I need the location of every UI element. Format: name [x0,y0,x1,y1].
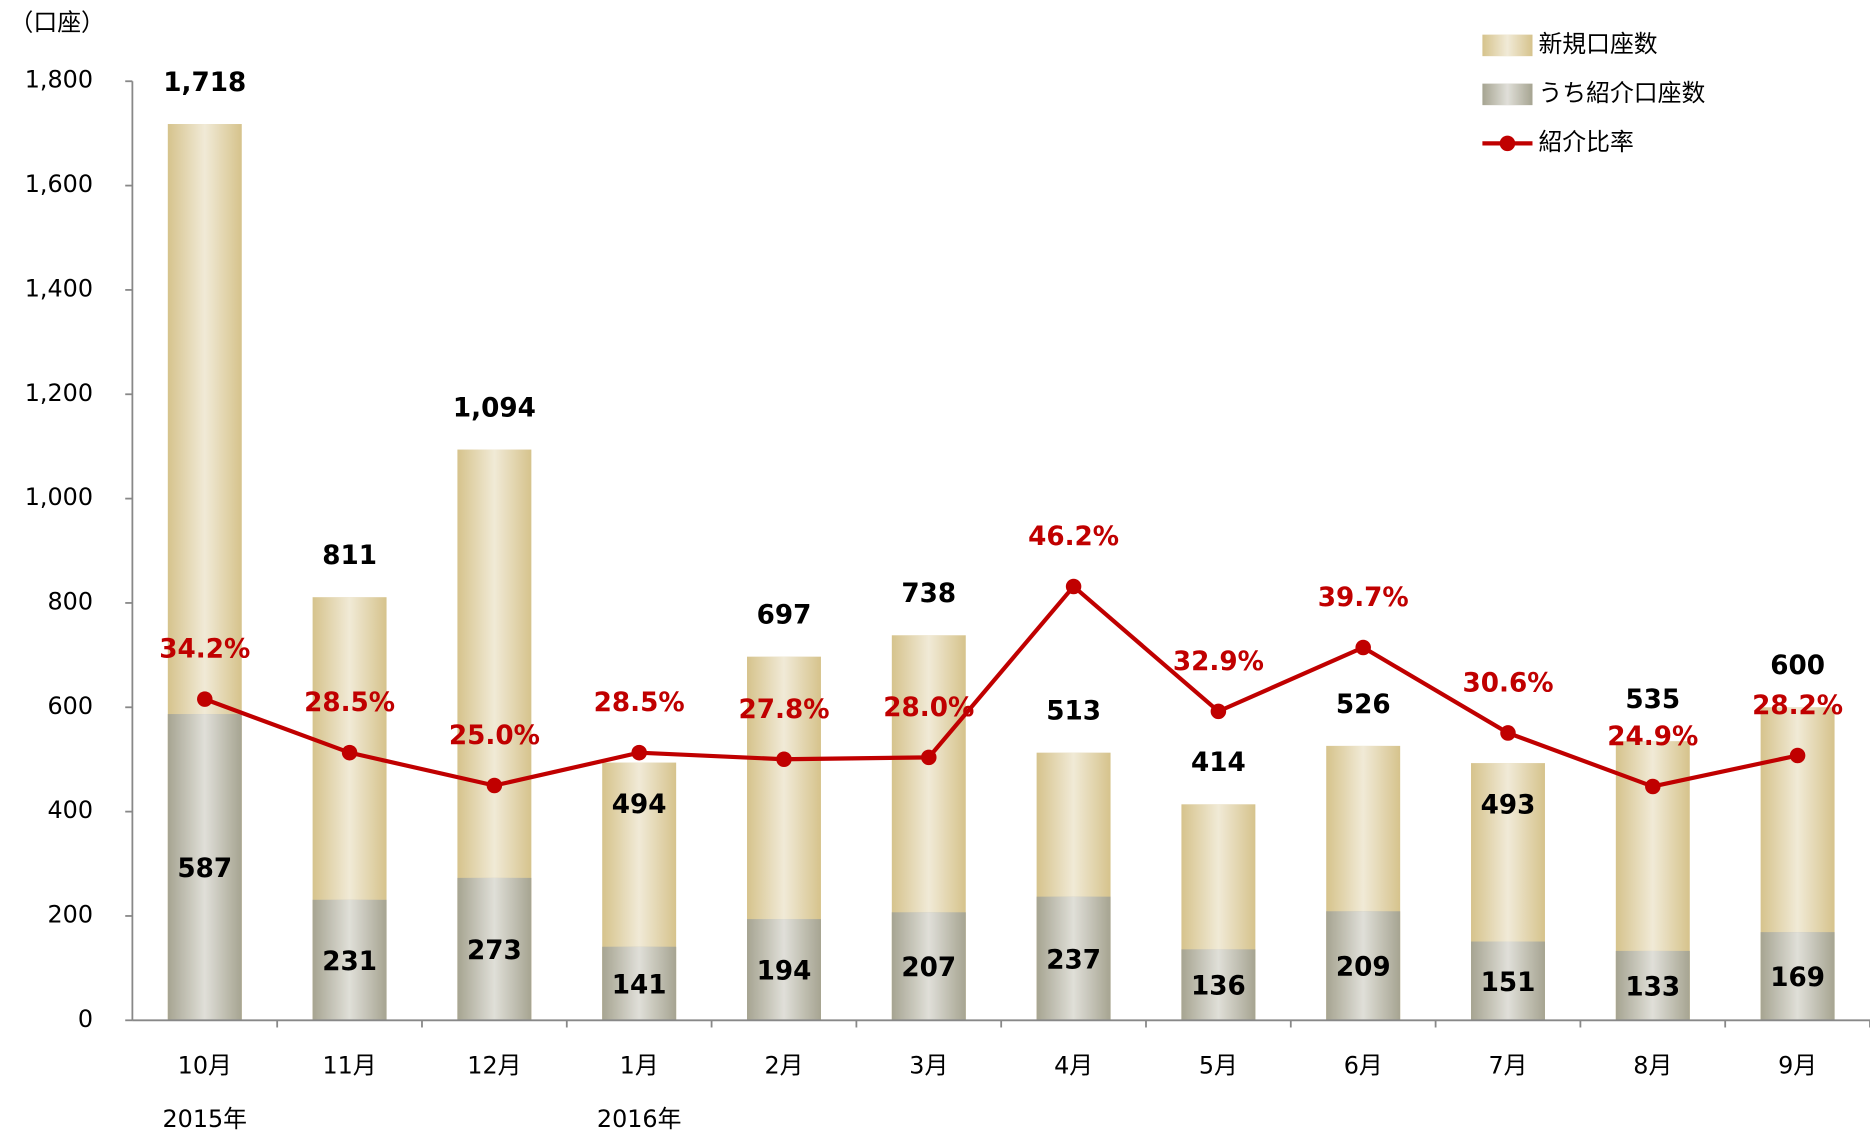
y-tick-label: 200 [48,900,94,928]
y-tick-label: 1,000 [25,483,93,511]
data-label: 1,718 [163,68,246,98]
legend-label: 紹介比率 [1538,128,1633,156]
y-tick-label: 1,400 [25,274,93,302]
data-label: 494 [612,790,667,820]
x-tick-label: 12月 [467,1051,521,1079]
line-marker [631,744,647,761]
line-marker [1065,578,1082,595]
data-label: 39.7% [1318,583,1409,613]
data-label: 30.6% [1462,668,1553,698]
data-label: 151 [1481,968,1536,998]
data-label: 34.2% [159,635,250,665]
data-label: 237 [1046,945,1101,975]
line-marker [921,749,937,766]
y-axis-label: （口座） [10,8,105,36]
bar-highlight [1760,932,1835,1021]
data-label: 24.9% [1607,722,1698,752]
line-marker [1500,725,1516,741]
y-tick-label: 1,600 [25,170,93,198]
data-label: 600 [1770,651,1825,681]
data-label: 209 [1336,953,1391,983]
data-label: 1,094 [453,393,536,423]
y-tick-label: 800 [48,587,94,615]
data-label: 169 [1770,963,1825,993]
x-tick-label: 10月 [178,1051,232,1079]
line-marker [1355,639,1371,656]
bar-highlight [1181,949,1256,1021]
x-tick-label: 4月 [1054,1051,1093,1079]
x-group-label: 2015年 [163,1105,248,1133]
data-label: 526 [1336,690,1391,720]
x-tick-label: 11月 [322,1051,376,1079]
data-label: 28.5% [594,688,685,718]
data-label: 587 [177,854,232,884]
data-label: 194 [757,957,812,987]
x-tick-label: 2月 [764,1051,803,1079]
legend-swatch-highlight [1482,34,1533,57]
data-label: 32.9% [1173,647,1264,677]
data-label: 811 [322,541,377,571]
data-label: 535 [1625,685,1680,715]
data-label: 27.8% [738,695,829,725]
bar-highlight [1615,950,1690,1021]
line-marker [1789,747,1806,764]
data-label: 46.2% [1028,522,1119,552]
line-marker [1645,778,1661,795]
data-label: 273 [467,936,522,966]
x-tick-label: 9月 [1778,1051,1817,1079]
legend-label: 新規口座数 [1538,30,1657,58]
line-marker [1210,703,1227,720]
y-tick-label: 600 [48,692,94,720]
bar-highlight [167,714,242,1021]
x-tick-label: 3月 [909,1051,948,1079]
data-label: 28.2% [1752,691,1843,721]
bar-highlight [1326,911,1401,1021]
bar-highlight [1036,896,1111,1021]
legend-label: うち紹介口座数 [1538,79,1705,107]
data-label: 414 [1191,748,1246,778]
data-label: 136 [1191,972,1246,1002]
y-tick-label: 1,800 [25,66,93,94]
legend-swatch-highlight [1482,83,1533,106]
bar-highlight [1471,941,1545,1021]
bar-highlight [602,946,677,1021]
bar-highlight [891,912,966,1021]
legend-marker [1499,135,1516,152]
y-tick-label: 1,200 [25,379,93,407]
bar-highlight [457,877,532,1021]
line [204,583,1799,789]
y-tick-label: 0 [78,1005,93,1033]
line-marker [341,744,358,761]
x-tick-label: 7月 [1488,1051,1527,1079]
x-tick-label: 8月 [1633,1051,1672,1079]
data-label: 738 [901,579,956,609]
bar-highlight [747,919,821,1021]
data-label: 28.5% [304,688,395,718]
line-marker [486,777,503,794]
data-label: 28.0% [883,693,974,723]
data-label: 513 [1046,697,1101,727]
data-label: 697 [757,601,812,631]
y-tick-label: 400 [48,796,94,824]
line-marker [197,691,213,707]
data-label: 207 [901,953,956,983]
data-label: 231 [322,947,377,977]
x-tick-label: 6月 [1344,1051,1383,1079]
data-label: 493 [1481,791,1536,821]
bar-highlight [312,899,387,1021]
x-group-label: 2016年 [597,1105,682,1133]
data-label: 133 [1625,972,1680,1002]
data-label: 25.0% [449,721,540,751]
data-label: 141 [612,970,667,1000]
x-tick-label: 1月 [620,1051,659,1079]
x-tick-label: 5月 [1199,1051,1238,1079]
line-marker [776,751,792,768]
